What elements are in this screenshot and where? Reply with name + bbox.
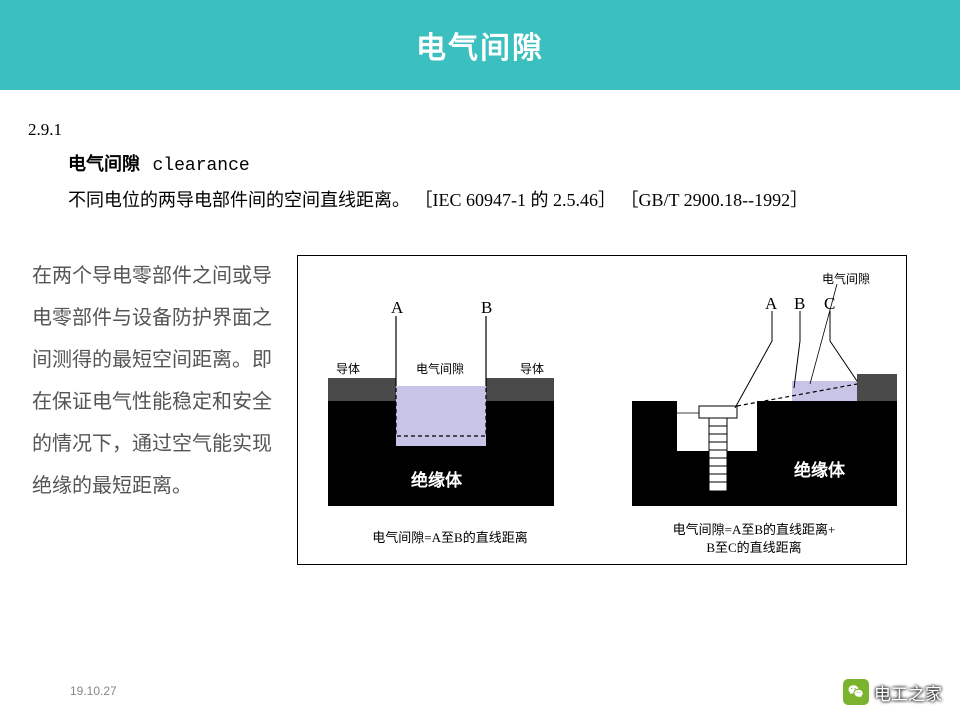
- fig1-conductor-r: 导体: [520, 360, 544, 377]
- fig2-label-c: C: [824, 294, 835, 314]
- fig2-screw: 螺钉: [649, 406, 673, 423]
- fig2-caption2: B至C的直线距离: [602, 537, 906, 556]
- fig2-label-a: A: [765, 294, 777, 314]
- description-text: 在两个导电零部件之间或导电零部件与设备防护界面之间测得的最短空间距离。即在保证电…: [32, 255, 297, 565]
- diagram-1: [298, 256, 603, 566]
- def-body: 不同电位的两导电部件间的空间直线距离。 ［IEC 60947-1 的 2.5.4…: [28, 185, 932, 215]
- source-text: 电工之家: [874, 680, 942, 705]
- source-watermark: 电工之家: [843, 679, 942, 705]
- figure-right: 电气间隙 A B C 螺钉 绝缘体 电气间隙=A至B的直线距离+ B至C的直线距…: [602, 256, 906, 564]
- fig1-label-b: B: [481, 298, 492, 318]
- slide-header: 电气间隙: [0, 0, 960, 90]
- slide-title: 电气间隙: [416, 23, 544, 67]
- def-term: 电气间隙 clearance: [68, 149, 932, 181]
- def-term-en: clearance: [153, 156, 250, 176]
- fig1-insulator: 绝缘体: [411, 466, 462, 491]
- figure-box: A B 导体 导体 电气间隙 绝缘体 电气间隙=A至B的直线距离: [297, 255, 907, 565]
- figure-left: A B 导体 导体 电气间隙 绝缘体 电气间隙=A至B的直线距离: [298, 256, 602, 564]
- fig2-insulator: 绝缘体: [794, 456, 845, 481]
- footer-date: 19.10.27: [70, 684, 117, 698]
- fig1-conductor-l: 导体: [336, 360, 360, 377]
- wechat-icon: [843, 679, 869, 705]
- def-number: 2.9.1: [28, 115, 932, 145]
- fig1-caption: 电气间隙=A至B的直线距离: [298, 527, 602, 546]
- definition-block: 2.9.1 电气间隙 clearance 不同电位的两导电部件间的空间直线距离。…: [0, 90, 960, 225]
- def-term-cn: 电气间隙: [68, 154, 140, 174]
- content-row: 在两个导电零部件之间或导电零部件与设备防护界面之间测得的最短空间距离。即在保证电…: [0, 225, 960, 565]
- fig2-gap: 电气间隙: [822, 270, 870, 287]
- fig2-label-b: B: [794, 294, 805, 314]
- fig1-gap: 电气间隙: [416, 360, 464, 377]
- fig2-caption1: 电气间隙=A至B的直线距离+: [602, 519, 906, 538]
- fig1-label-a: A: [391, 298, 403, 318]
